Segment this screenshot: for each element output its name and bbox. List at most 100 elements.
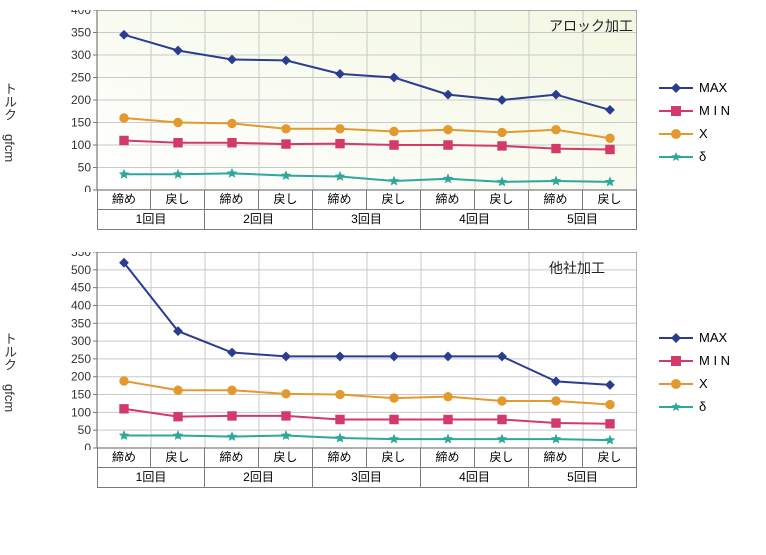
y-tick-label: 150 bbox=[71, 116, 91, 130]
y-tick-label: 250 bbox=[71, 71, 91, 85]
x-group-cell: 4回目 bbox=[421, 210, 529, 230]
series-marker bbox=[120, 136, 128, 144]
legend: MAX M I N Xδ bbox=[659, 72, 730, 172]
y-tick-label: 300 bbox=[71, 48, 91, 62]
series-marker bbox=[390, 141, 398, 149]
chart-title: 他社加工 bbox=[549, 258, 605, 278]
x-group-cell: 5回目 bbox=[529, 468, 637, 488]
x-sub-cell: 戻し bbox=[475, 190, 529, 210]
y-tick-label: 50 bbox=[78, 161, 92, 175]
series-marker bbox=[444, 392, 452, 400]
x-group-row: 1回目2回目3回目4回目5回目 bbox=[97, 468, 637, 488]
series-marker bbox=[606, 420, 614, 428]
legend-swatch bbox=[659, 331, 693, 345]
series-marker bbox=[336, 390, 344, 398]
y-tick-label: 350 bbox=[71, 316, 91, 330]
y-axis-label: トルク gfcm bbox=[0, 332, 19, 412]
legend-label: MAX bbox=[699, 80, 727, 95]
x-sub-cell: 締め bbox=[97, 448, 151, 468]
x-sub-cell: 戻し bbox=[151, 448, 205, 468]
series-marker bbox=[174, 139, 182, 147]
x-group-cell: 5回目 bbox=[529, 210, 637, 230]
series-marker bbox=[282, 140, 290, 148]
x-group-cell: 1回目 bbox=[97, 210, 205, 230]
x-sub-cell: 締め bbox=[97, 190, 151, 210]
series-marker bbox=[120, 114, 128, 122]
legend-swatch bbox=[659, 354, 693, 368]
y-tick-label: 250 bbox=[71, 352, 91, 366]
series-marker bbox=[444, 415, 452, 423]
y-tick-label: 0 bbox=[84, 441, 91, 450]
series-marker bbox=[390, 415, 398, 423]
x-sub-cell: 戻し bbox=[367, 448, 421, 468]
series-marker bbox=[606, 134, 614, 142]
legend-marker-icon bbox=[669, 127, 683, 141]
x-sub-cell: 締め bbox=[313, 448, 367, 468]
series-marker bbox=[498, 142, 506, 150]
y-tick-label: 550 bbox=[71, 252, 91, 259]
legend-item: X bbox=[659, 376, 730, 391]
chart-panel: トルク gfcm050100150200250300350400アロック加工締め… bbox=[0, 10, 766, 234]
legend-label: X bbox=[699, 376, 708, 391]
legend-swatch bbox=[659, 127, 693, 141]
chart-frame: 050100150200250300350400アロック加工締め戻し締め戻し締め… bbox=[23, 10, 637, 234]
legend-label: X bbox=[699, 126, 708, 141]
x-sub-cell: 締め bbox=[529, 448, 583, 468]
x-group-cell: 3回目 bbox=[313, 468, 421, 488]
legend-item: MAX bbox=[659, 330, 730, 345]
legend: MAX M I N Xδ bbox=[659, 322, 730, 422]
x-sub-cell: 戻し bbox=[259, 448, 313, 468]
x-sub-cell: 戻し bbox=[583, 190, 637, 210]
legend-item: M I N bbox=[659, 353, 730, 368]
legend-marker-icon bbox=[669, 377, 683, 391]
x-sub-cell: 締め bbox=[313, 190, 367, 210]
y-tick-label: 400 bbox=[71, 10, 91, 17]
legend-swatch bbox=[659, 400, 693, 414]
x-sub-cell: 戻し bbox=[367, 190, 421, 210]
legend-item: δ bbox=[659, 399, 730, 414]
y-tick-label: 500 bbox=[71, 263, 91, 277]
series-marker bbox=[228, 119, 236, 127]
series-marker bbox=[606, 145, 614, 153]
y-tick-label: 300 bbox=[71, 334, 91, 348]
chart-svg: 050100150200250300350400450500550 bbox=[23, 252, 637, 450]
legend-label: δ bbox=[699, 399, 706, 414]
legend-marker-icon bbox=[669, 150, 683, 164]
chart-title: アロック加工 bbox=[549, 16, 633, 36]
y-tick-label: 450 bbox=[71, 281, 91, 295]
series-marker bbox=[552, 397, 560, 405]
x-sub-row: 締め戻し締め戻し締め戻し締め戻し締め戻し bbox=[97, 190, 637, 210]
series-marker bbox=[444, 125, 452, 133]
series-marker bbox=[174, 386, 182, 394]
y-tick-label: 400 bbox=[71, 298, 91, 312]
legend-marker-icon bbox=[669, 81, 683, 95]
legend-marker-icon bbox=[669, 331, 683, 345]
y-tick-label: 100 bbox=[71, 138, 91, 152]
series-marker bbox=[174, 412, 182, 420]
x-group-row: 1回目2回目3回目4回目5回目 bbox=[97, 210, 637, 230]
series-marker bbox=[390, 394, 398, 402]
series-marker bbox=[282, 125, 290, 133]
y-tick-label: 100 bbox=[71, 405, 91, 419]
series-marker bbox=[228, 139, 236, 147]
y-tick-label: 200 bbox=[71, 93, 91, 107]
x-sub-cell: 締め bbox=[529, 190, 583, 210]
x-sub-cell: 戻し bbox=[583, 448, 637, 468]
series-marker bbox=[228, 412, 236, 420]
x-group-cell: 3回目 bbox=[313, 210, 421, 230]
series-marker bbox=[120, 405, 128, 413]
x-group-cell: 1回目 bbox=[97, 468, 205, 488]
series-marker bbox=[498, 128, 506, 136]
legend-item: δ bbox=[659, 149, 730, 164]
x-sub-row: 締め戻し締め戻し締め戻し締め戻し締め戻し bbox=[97, 448, 637, 468]
series-marker bbox=[498, 415, 506, 423]
series-marker bbox=[228, 386, 236, 394]
series-marker bbox=[552, 125, 560, 133]
legend-swatch bbox=[659, 81, 693, 95]
legend-item: M I N bbox=[659, 103, 730, 118]
x-sub-cell: 締め bbox=[421, 448, 475, 468]
series-marker bbox=[552, 144, 560, 152]
chart-frame: 050100150200250300350400450500550他社加工締め戻… bbox=[23, 252, 637, 492]
series-marker bbox=[390, 127, 398, 135]
series-marker bbox=[120, 377, 128, 385]
